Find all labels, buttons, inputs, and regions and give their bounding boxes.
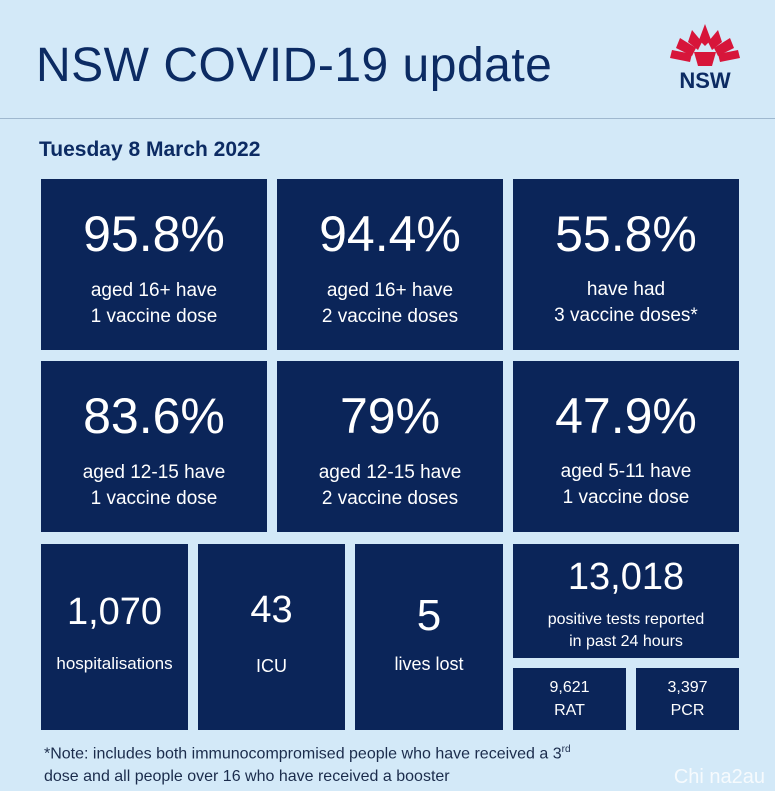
- stat-label-line1: have had: [586, 279, 666, 300]
- stat-label-line2: 1 vaccine dose: [562, 487, 690, 508]
- stat-value: 95.8%: [83, 206, 225, 262]
- stat-label-line2: 2 vaccine doses: [321, 306, 459, 327]
- footnote-superscript: rd: [561, 744, 571, 755]
- stat-value: 79%: [339, 388, 441, 444]
- report-date: Tuesday 8 March 2022: [39, 138, 261, 161]
- footnote: *Note: includes both immunocompromised p…: [44, 738, 744, 788]
- hospitalisations-tile: 1,070 hospitalisations: [41, 544, 188, 730]
- pcr-tile: 3,397 PCR: [636, 668, 739, 730]
- stat-label-line2: 1 vaccine dose: [90, 306, 218, 327]
- stat-value: 5: [416, 591, 442, 640]
- stat-tile: 79% aged 12-15 have 2 vaccine doses: [277, 361, 503, 532]
- nsw-logo: NSW: [664, 22, 746, 98]
- rat-tile: 9,621 RAT: [513, 668, 626, 730]
- stat-label: RAT: [554, 702, 585, 719]
- lives-lost-tile: 5 lives lost: [355, 544, 503, 730]
- stat-label-line1: aged 12-15 have: [82, 462, 226, 483]
- stat-label: lives lost: [394, 654, 464, 674]
- logo-text: NSW: [679, 68, 731, 93]
- stat-label-line2: in past 24 hours: [569, 633, 683, 650]
- stat-value: 47.9%: [555, 388, 697, 444]
- stat-label-line1: aged 16+ have: [90, 280, 218, 301]
- positive-tests-tile: 13,018 positive tests reported in past 2…: [513, 544, 739, 658]
- stat-tile: 94.4% aged 16+ have 2 vaccine doses: [277, 179, 503, 350]
- footnote-part1: *Note: includes both immunocompromised p…: [44, 745, 562, 763]
- stat-tile: 47.9% aged 5-11 have 1 vaccine dose: [513, 361, 739, 532]
- icu-tile: 43 ICU: [198, 544, 345, 730]
- stat-label-line1: positive tests reported: [547, 611, 705, 628]
- stat-value: 13,018: [567, 556, 685, 598]
- stat-value: 94.4%: [319, 206, 461, 262]
- stat-tile: 55.8% have had 3 vaccine doses*: [513, 179, 739, 350]
- stat-value: 43: [250, 589, 293, 631]
- stat-value: 55.8%: [555, 206, 697, 262]
- stat-label-line2: 3 vaccine doses*: [554, 305, 698, 326]
- stat-tile: 83.6% aged 12-15 have 1 vaccine dose: [41, 361, 267, 532]
- stat-tile: 95.8% aged 16+ have 1 vaccine dose: [41, 179, 267, 350]
- header-divider: [0, 118, 775, 119]
- stat-value: 9,621: [549, 679, 590, 696]
- stat-label-line1: aged 16+ have: [326, 280, 454, 301]
- watermark: Chi na2au: [673, 766, 765, 788]
- stat-label: hospitalisations: [56, 654, 173, 673]
- stat-label-line1: aged 5-11 have: [560, 461, 692, 482]
- stat-value: 83.6%: [83, 388, 225, 444]
- stat-label: PCR: [670, 702, 705, 719]
- stat-label-line1: aged 12-15 have: [318, 462, 462, 483]
- waratah-icon: [670, 24, 740, 66]
- stat-label-line2: 2 vaccine doses: [321, 488, 459, 509]
- page-title: NSW COVID-19 update: [36, 39, 553, 92]
- stat-value: 1,070: [66, 591, 163, 633]
- footnote-part2: dose and all people over 16 who have rec…: [44, 768, 450, 786]
- stat-label-line2: 1 vaccine dose: [90, 488, 218, 509]
- stat-label: ICU: [256, 656, 287, 676]
- stat-value: 3,397: [667, 679, 708, 696]
